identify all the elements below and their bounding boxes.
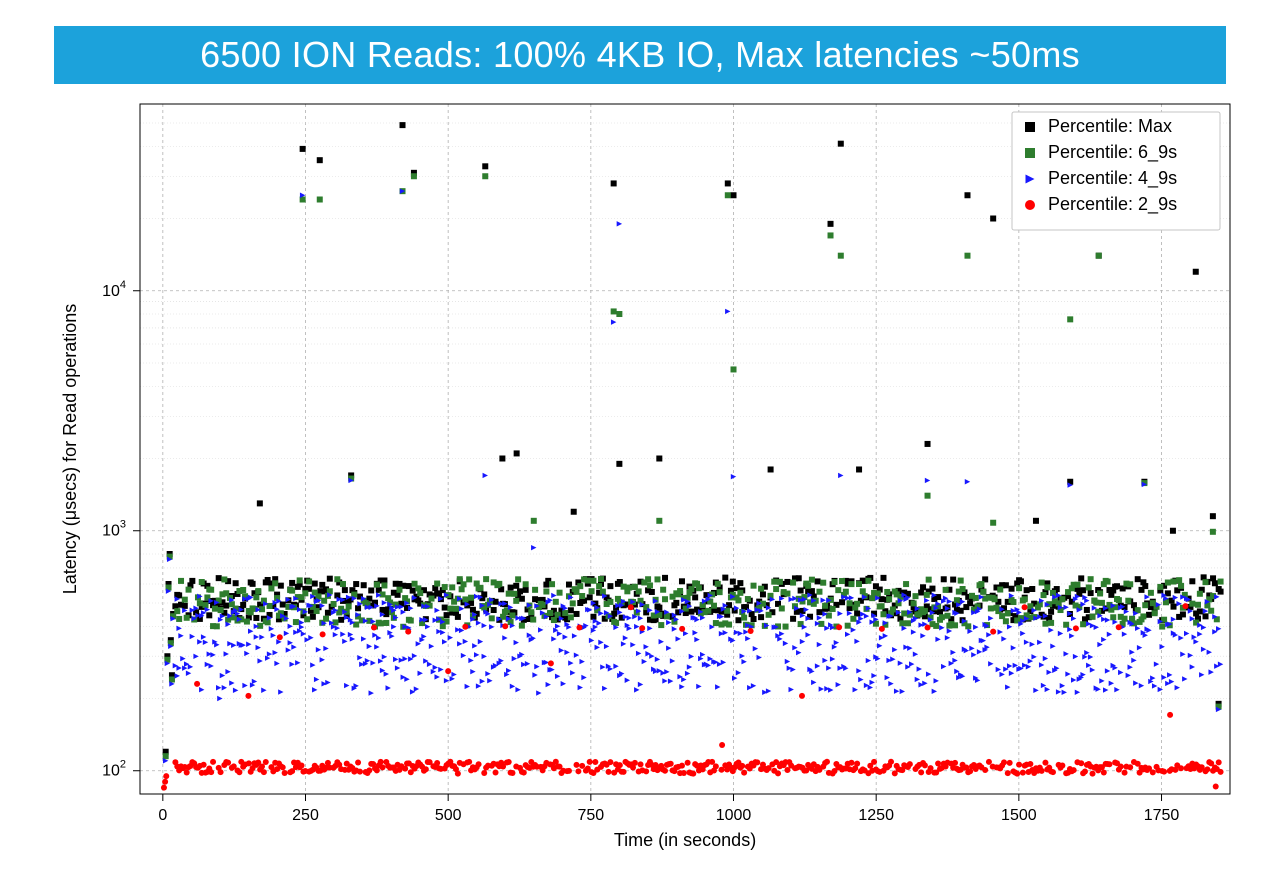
svg-text:Time (in seconds): Time (in seconds): [614, 830, 756, 850]
page-title: 6500 ION Reads: 100% 4KB IO, Max latenci…: [54, 26, 1226, 84]
latency-scatter-chart: 0 250 500 750 1000 1250 1500 1750 102 103 104 Time …: [44, 94, 1244, 854]
svg-text:Percentile: 6_9s: Percentile: 6_9s: [1048, 142, 1177, 163]
svg-text:Percentile: Max: Percentile: Max: [1048, 116, 1172, 136]
svg-text:Percentile: 4_9s: Percentile: 4_9s: [1048, 168, 1177, 189]
svg-text:1750: 1750: [1144, 807, 1180, 824]
svg-text:Percentile: 2_9s: Percentile: 2_9s: [1048, 194, 1177, 215]
svg-text:1000: 1000: [716, 807, 752, 824]
svg-text:1250: 1250: [858, 807, 894, 824]
svg-text:250: 250: [292, 807, 319, 824]
svg-text:500: 500: [435, 807, 462, 824]
svg-text:102: 102: [102, 759, 126, 780]
svg-text:1500: 1500: [1001, 807, 1037, 824]
svg-text:0: 0: [158, 807, 167, 824]
svg-text:104: 104: [102, 279, 126, 300]
svg-text:750: 750: [577, 807, 604, 824]
svg-text:103: 103: [102, 519, 126, 540]
svg-text:Latency (μsecs) for Read opera: Latency (μsecs) for Read operations: [60, 304, 80, 595]
page-title-text: 6500 ION Reads: 100% 4KB IO, Max latenci…: [200, 34, 1080, 76]
